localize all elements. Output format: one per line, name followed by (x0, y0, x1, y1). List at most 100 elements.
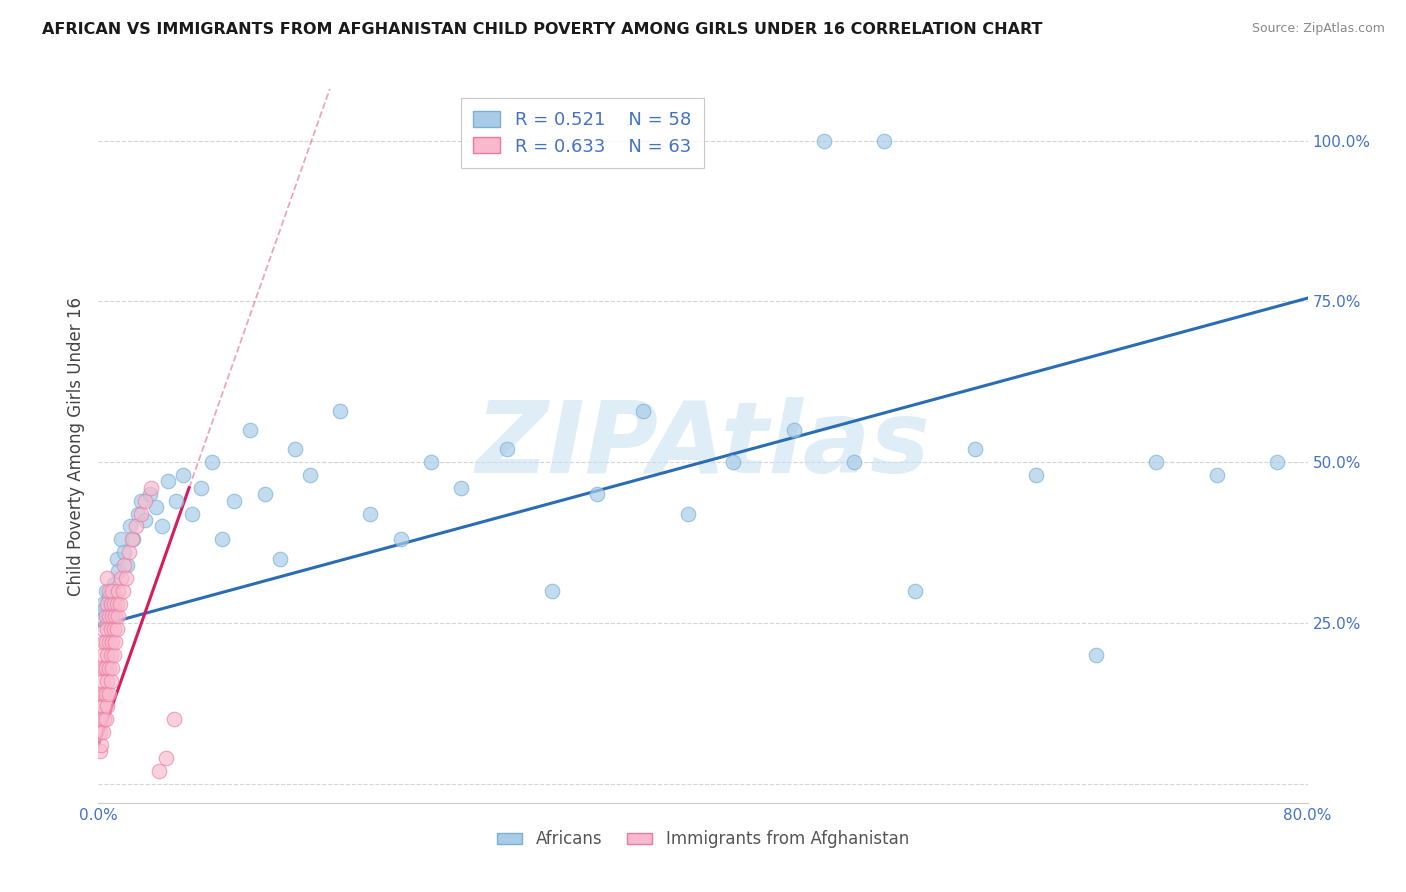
Point (96, 622, 118, 636)
Point (115, 558, 138, 572)
Point (125, 519, 148, 533)
Point (89, 725, 111, 739)
Point (1144, 455, 1167, 469)
Point (112, 558, 135, 572)
Legend: Africans, Immigrants from Afghanistan: Africans, Immigrants from Afghanistan (491, 824, 915, 855)
Point (96, 673, 118, 688)
Point (190, 481, 212, 495)
Point (90, 609, 112, 624)
Point (107, 583, 129, 598)
Point (107, 565, 129, 579)
Point (90, 661, 112, 675)
Point (844, 455, 866, 469)
Point (105, 622, 128, 636)
Point (269, 551, 291, 566)
Point (420, 455, 443, 469)
Point (100, 603, 122, 617)
Point (98, 609, 121, 624)
Point (965, 442, 987, 457)
Point (103, 597, 125, 611)
Point (284, 442, 307, 457)
Point (104, 609, 127, 624)
Point (96, 699, 118, 714)
Point (104, 590, 127, 604)
Point (1024, 467, 1046, 482)
Point (90, 686, 112, 700)
Point (450, 481, 472, 495)
Point (112, 545, 135, 559)
Point (155, 751, 177, 765)
Point (91, 648, 114, 662)
Point (120, 519, 142, 533)
Point (904, 583, 927, 598)
Point (93, 603, 115, 617)
Point (100, 622, 122, 636)
Point (299, 467, 322, 482)
Point (94, 583, 117, 598)
Point (127, 507, 149, 521)
Point (114, 571, 136, 585)
Point (181, 507, 204, 521)
Point (94, 661, 117, 675)
Point (107, 609, 129, 624)
Point (103, 622, 125, 636)
Point (110, 533, 132, 547)
Point (100, 648, 122, 662)
Point (121, 533, 143, 547)
Point (540, 583, 562, 598)
Point (101, 609, 124, 624)
Point (105, 551, 128, 566)
Point (156, 475, 179, 489)
Point (360, 507, 382, 521)
Point (163, 712, 186, 726)
Text: Source: ZipAtlas.com: Source: ZipAtlas.com (1251, 22, 1385, 36)
Point (253, 487, 276, 501)
Point (586, 487, 609, 501)
Point (150, 519, 173, 533)
Point (873, 134, 896, 148)
Point (98, 590, 121, 604)
Point (93, 661, 115, 675)
Point (129, 507, 152, 521)
Point (172, 467, 194, 482)
Point (103, 577, 125, 591)
Point (104, 635, 127, 649)
Point (201, 455, 224, 469)
Point (389, 533, 412, 547)
Point (90, 738, 112, 752)
Point (239, 423, 262, 437)
Point (1267, 455, 1289, 469)
Point (148, 764, 170, 778)
Point (98, 686, 121, 700)
Point (134, 513, 156, 527)
Point (98, 635, 121, 649)
Point (91, 673, 114, 688)
Point (89, 699, 111, 714)
Point (129, 493, 152, 508)
Point (94, 712, 117, 726)
Point (108, 597, 131, 611)
Point (783, 423, 806, 437)
Point (98, 583, 121, 598)
Point (329, 403, 352, 417)
Point (89, 744, 111, 758)
Point (96, 597, 118, 611)
Point (101, 635, 124, 649)
Point (98, 661, 121, 675)
Point (101, 583, 124, 598)
Point (94, 635, 117, 649)
Point (139, 487, 162, 501)
Point (676, 507, 699, 521)
Point (93, 686, 115, 700)
Point (141, 481, 163, 495)
Point (91, 622, 114, 636)
Point (96, 571, 118, 585)
Point (91, 597, 114, 611)
Point (101, 597, 124, 611)
Point (723, 455, 745, 469)
Point (495, 442, 517, 457)
Y-axis label: Child Poverty Among Girls Under 16: Child Poverty Among Girls Under 16 (66, 296, 84, 596)
Point (94, 609, 117, 624)
Point (90, 712, 112, 726)
Point (96, 648, 118, 662)
